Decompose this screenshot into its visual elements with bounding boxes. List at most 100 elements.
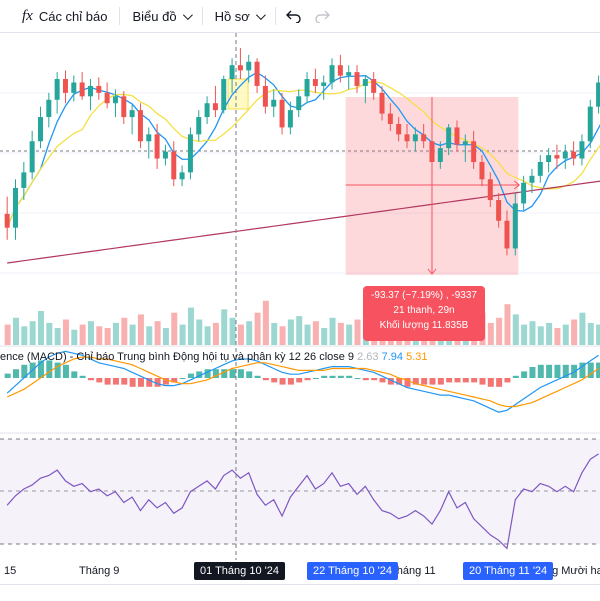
candle-body: [12, 187, 18, 228]
macd-histogram-bar: [46, 360, 53, 378]
macd-histogram-bar: [196, 371, 203, 378]
macd-line-value: 7.94: [381, 351, 404, 363]
macd-histogram-bar: [454, 378, 461, 383]
candle-body: [29, 141, 35, 173]
macd-histogram-bar: [237, 369, 244, 378]
macd-histogram-bar: [512, 375, 519, 378]
chart-canvas[interactable]: [0, 33, 600, 560]
undo-button[interactable]: [280, 3, 308, 29]
candle-body: [137, 110, 143, 142]
macd-histogram-bar: [346, 375, 353, 378]
candle-body: [487, 179, 493, 201]
profile-menu-button[interactable]: Hồ sơ: [207, 3, 271, 29]
volume-bars: [4, 300, 600, 345]
candle-body: [504, 220, 510, 249]
candle-body: [262, 85, 268, 107]
chevron-down-icon: [255, 9, 266, 20]
candle-body: [296, 96, 302, 111]
macd-histogram-bar: [171, 378, 178, 383]
macd-title: ence (MACD) - Chỉ báo Trung bình Động hộ…: [0, 351, 286, 363]
macd-histogram-bar: [279, 378, 286, 385]
macd-histogram-bar: [362, 378, 369, 381]
volume-bar: [71, 329, 78, 345]
macd-histogram-bar: [4, 373, 11, 378]
volume-bar: [29, 321, 36, 345]
candle-body: [312, 79, 318, 86]
volume-bar: [221, 309, 228, 345]
macd-histogram-bar: [562, 364, 569, 378]
volume-bar: [21, 326, 28, 345]
macd-histogram-bar: [287, 378, 294, 385]
measure-end-date-label: 20 Tháng 11 '24: [463, 562, 554, 580]
volume-bar: [587, 322, 594, 345]
candle-body: [71, 82, 77, 93]
macd-histogram-bar: [479, 378, 486, 385]
highlight-box: [227, 78, 249, 110]
candle-body: [271, 99, 277, 107]
macd-histogram-bar: [412, 378, 419, 385]
rsi-pane: [6, 453, 599, 550]
macd-histogram-bar: [121, 378, 128, 385]
macd-legend[interactable]: ence (MACD) - Chỉ báo Trung bình Động hộ…: [0, 351, 428, 363]
macd-histogram-bar: [504, 378, 511, 383]
volume-bar: [596, 324, 600, 345]
macd-histogram-bar: [71, 371, 78, 378]
candle-body: [579, 141, 585, 159]
candle-body: [246, 61, 252, 71]
volume-bar: [237, 324, 244, 345]
measure-arrow: [513, 180, 521, 190]
candle-body: [254, 61, 260, 86]
volume-bar: [137, 314, 144, 345]
macd-histogram-bar: [396, 378, 403, 385]
macd-histogram-bar: [496, 378, 503, 387]
candle-body: [62, 79, 68, 93]
candle-body: [146, 134, 152, 142]
macd-histogram-bar: [129, 378, 136, 387]
toolbar-divider: [201, 7, 203, 25]
time-axis[interactable]: 15 Tháng 9 Tháng 11 Tháng Mười hai 01 Th…: [0, 560, 600, 584]
macd-histogram-bar: [462, 378, 469, 383]
candle-body: [479, 162, 485, 180]
volume-bar: [246, 321, 253, 345]
volume-bar: [87, 321, 94, 345]
undo-arrow-icon: [285, 10, 301, 23]
candle-body: [121, 96, 127, 118]
volume-bar: [121, 317, 128, 345]
candle-body: [237, 65, 243, 71]
volume-bar: [504, 304, 511, 345]
fx-icon: fx: [22, 7, 33, 24]
candle-body: [421, 134, 427, 142]
macd-histogram-bar: [337, 375, 344, 378]
macd-histogram-bar: [229, 369, 236, 378]
macd-histogram-bar: [521, 371, 528, 378]
candle-body: [546, 155, 552, 162]
candle-body: [521, 182, 527, 204]
volume-bar: [37, 311, 44, 345]
macd-histogram-bar: [146, 378, 153, 387]
macd-histogram-bar: [212, 369, 219, 378]
volume-bar: [104, 328, 111, 345]
macd-histogram-bar: [262, 378, 269, 381]
candle-body: [454, 127, 460, 145]
candle-body: [321, 82, 327, 86]
measure-volume: Khối lượng 11.835B: [379, 320, 469, 331]
candle-body: [304, 79, 310, 97]
redo-button[interactable]: [308, 3, 336, 29]
candle-body: [37, 117, 43, 142]
candle-body: [354, 72, 360, 86]
macd-histogram-bar: [104, 378, 111, 385]
volume-bar: [12, 317, 19, 345]
volume-bar: [321, 328, 328, 345]
macd-histogram-bar: [387, 378, 394, 385]
candle-body: [221, 79, 227, 111]
indicators-button[interactable]: fx Các chỉ báo: [14, 3, 115, 29]
volume-bar: [129, 324, 136, 345]
macd-histogram-bar: [137, 378, 144, 387]
toolbar-divider: [119, 7, 121, 25]
macd-histogram-bar: [354, 378, 361, 379]
chart-menu-button[interactable]: Biểu đồ: [124, 3, 197, 29]
candle-body: [287, 110, 293, 128]
candle-body: [496, 200, 502, 221]
profile-menu-label: Hồ sơ: [214, 8, 250, 24]
macd-histogram-bar: [79, 375, 86, 378]
